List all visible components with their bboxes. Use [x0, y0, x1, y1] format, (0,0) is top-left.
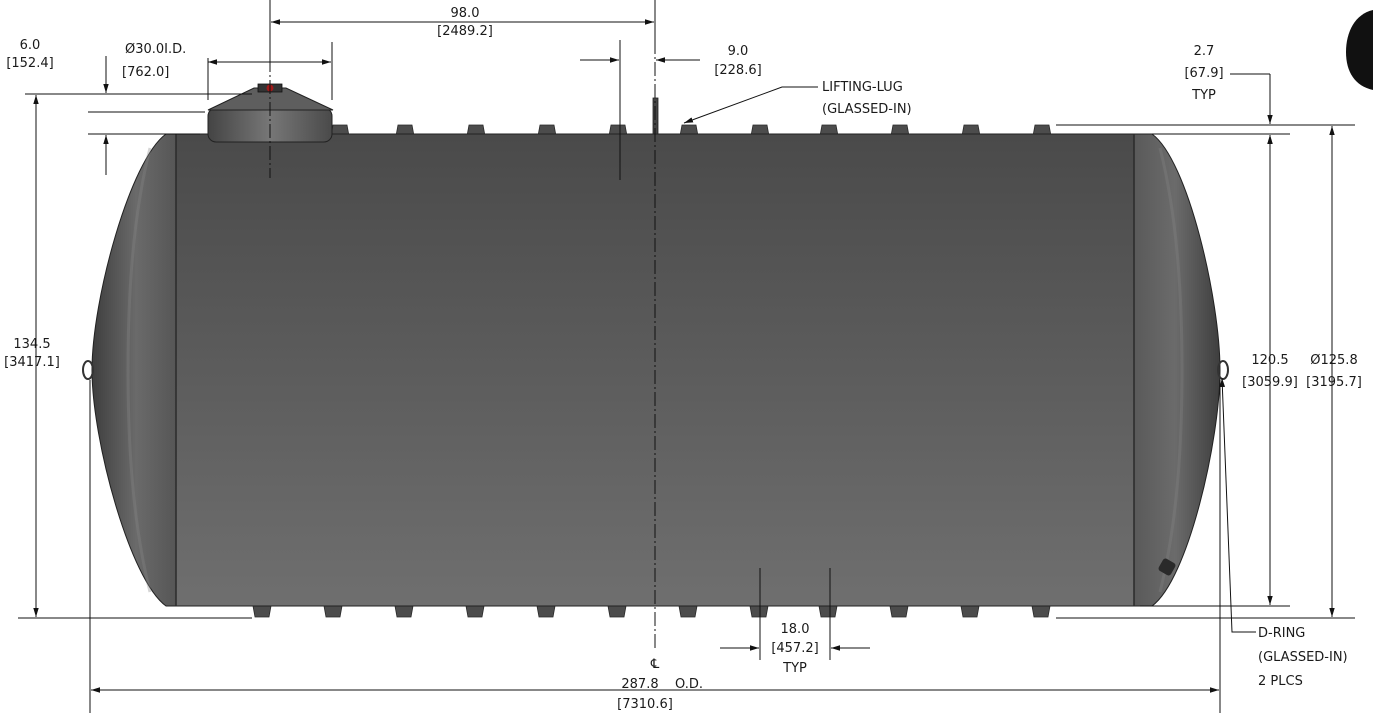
bottom-rib	[889, 605, 909, 618]
bottom-rib	[960, 605, 980, 618]
manway-spacing-metric: [2489.2]	[437, 24, 493, 39]
bottom-rib	[678, 605, 698, 618]
rib-spacing-note: TYP	[782, 661, 807, 676]
dimension-labels: 98.0 [2489.2] 6.0 [152.4] Ø30.0I.D. [762…	[4, 6, 1362, 712]
lug-offset-imperial: 9.0	[728, 44, 749, 59]
right-end-cap	[1129, 133, 1221, 607]
centerlines	[269, 0, 656, 648]
bottom-ribs	[252, 605, 1051, 618]
rib-height-metric: [67.9]	[1184, 66, 1223, 81]
bottom-rib	[536, 605, 556, 618]
lug-offset-metric: [228.6]	[714, 63, 761, 78]
overall-length-metric: [7310.6]	[617, 697, 673, 712]
outer-diameter-imperial: Ø125.8	[1310, 353, 1357, 368]
left-end-cap	[91, 133, 181, 607]
rib-height-note: TYP	[1191, 88, 1216, 103]
edge-circle-fragment	[1346, 10, 1373, 90]
callout-labels: LIFTING-LUG (GLASSED-IN) D-RING (GLASSED…	[822, 80, 1348, 689]
bottom-rib	[749, 605, 769, 618]
d-ring-fitting	[1158, 558, 1176, 576]
d-ring-left	[82, 360, 94, 380]
overall-length-suffix: O.D.	[675, 677, 703, 692]
manway-diameter-metric: [762.0]	[122, 65, 169, 80]
bottom-rib	[465, 605, 485, 618]
rib-spacing-metric: [457.2]	[771, 641, 818, 656]
manway-diameter-imperial: Ø30.0I.D.	[125, 42, 186, 57]
overall-height-metric: [3417.1]	[4, 355, 60, 370]
manway-height-imperial: 6.0	[20, 38, 41, 53]
overall-height-imperial: 134.5	[13, 337, 50, 352]
bottom-rib	[394, 605, 414, 618]
outer-diameter-metric: [3195.7]	[1306, 375, 1362, 390]
extension-lines	[18, 40, 1355, 713]
shell-height-imperial: 120.5	[1251, 353, 1288, 368]
centerline-symbol: ℄	[650, 657, 660, 672]
dimension-lines	[33, 19, 1335, 693]
shell-height-metric: [3059.9]	[1242, 375, 1298, 390]
rib-height-imperial: 2.7	[1194, 44, 1215, 59]
d-ring-sublabel: (GLASSED-IN)	[1258, 650, 1348, 665]
rib-spacing-imperial: 18.0	[781, 622, 810, 637]
bottom-rib	[252, 605, 272, 618]
manway-spacing-imperial: 98.0	[451, 6, 480, 21]
lifting-lug-label: LIFTING-LUG	[822, 80, 903, 95]
bottom-rib	[818, 605, 838, 618]
bottom-rib	[607, 605, 627, 618]
d-ring-label: D-RING	[1258, 626, 1305, 641]
bottom-rib	[1031, 605, 1051, 618]
lifting-lug-sublabel: (GLASSED-IN)	[822, 102, 912, 117]
d-ring-count: 2 PLCS	[1258, 674, 1303, 689]
overall-length-imperial: 287.8	[621, 677, 658, 692]
manway-height-metric: [152.4]	[6, 56, 53, 71]
bottom-rib	[323, 605, 343, 618]
